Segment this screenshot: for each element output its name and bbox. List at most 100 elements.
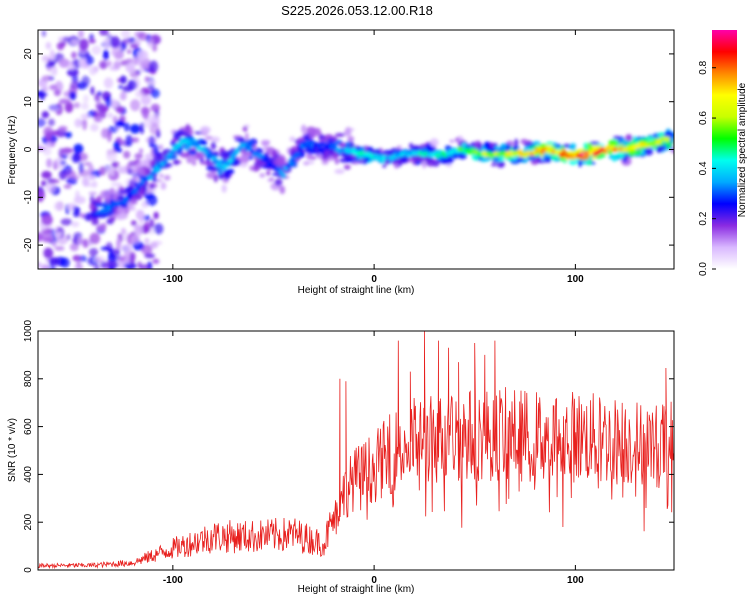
spectrogram-blob [63,36,70,42]
y-tick-label: -10 [23,190,34,205]
spectrogram-ridge-blob [280,173,287,179]
spectrogram-blobs [38,30,674,269]
spectrogram-blob [49,84,58,91]
spectrogram-ridge-blob [278,169,284,175]
spectrogram-blob [152,240,163,246]
spectrogram-blob [83,94,89,103]
spectrogram-blob [589,141,600,146]
spectrogram-blob [137,49,149,61]
spectrogram-blob [360,146,365,152]
spectrogram-blob [206,164,214,172]
spectrogram-blob [102,49,110,61]
spectrogram-blob [47,178,60,184]
spectrogram-blob [38,91,43,98]
spectrogram-blob [625,134,633,143]
spectrogram-blob [132,168,137,175]
spectrogram-blob [56,231,62,238]
spectrogram-blob [104,166,114,174]
spectrogram-blob [45,181,57,194]
spectrogram-blob [210,141,217,150]
spectrogram-blob [73,143,84,154]
spectrogram-blob [144,76,150,83]
spectrogram-blob [612,135,622,140]
spectrogram-blob [371,149,382,155]
spectrogram-blob [116,207,128,214]
spectrogram-blob [82,119,88,131]
spectrogram-ridge-blob [136,185,142,191]
colorbar-tick-label: 0.6 [698,111,709,125]
spectrogram-blob [289,136,296,142]
snr-series-line [38,331,674,570]
spectrogram-blob [117,166,129,174]
spectrogram-blob [45,131,52,142]
spectrogram-blob [123,122,130,132]
spectrogram-blob [41,111,50,119]
spectrogram-blob [45,41,52,50]
spectrogram-blob [93,117,103,123]
spectrogram-blob [317,153,323,160]
spectrogram-blob [78,38,89,51]
spectrogram-blob [121,227,126,235]
spectrogram-blob [408,142,414,149]
spectrogram-blob [334,168,345,174]
spectrogram-blob [152,44,158,52]
colorbar-gradient [712,30,737,269]
spectrogram-blob [514,138,519,148]
spectrogram-blob [500,143,507,151]
spectrogram-blob [153,223,164,235]
spectrogram-blob [149,218,155,229]
spectrogram-blob [71,74,79,84]
spectrogram-blob [394,163,399,169]
spectrogram-blob [89,65,97,76]
spectrogram-blob [111,49,116,56]
spectrogram-blob [109,99,120,109]
spectrogram-blob [56,42,65,51]
spectrogram-blob [132,175,139,183]
spectrogram-blob [147,37,154,48]
spectrogram-blob [512,145,518,151]
spectrogram-blob [134,181,139,187]
colorbar-tick-label: 0.4 [698,161,709,175]
spectrogram-blob [483,141,491,150]
spectrogram-blob [88,175,96,181]
spectrogram-blob [49,105,61,113]
spectrogram-blob [139,148,144,154]
spectrogram-blob [158,144,164,150]
spectrogram-blob [333,151,338,160]
spectrogram-blob [81,75,90,87]
spectrogram-blob [344,154,350,161]
spectrogram-blob [69,243,79,252]
spectrogram-blob [148,60,159,73]
spectrogram-blob [58,125,68,132]
spectrogram-blob [200,140,208,146]
spectrogram-ridge-blob [169,150,176,156]
spectrogram-blob [46,158,53,168]
colorbar-tick-label: 0.0 [698,262,709,276]
spectrogram-blob [199,125,211,134]
spectrogram-blob [105,96,112,108]
spectrogram-blob [115,106,124,114]
spectrogram-blob [38,118,46,128]
spectrogram-blob [109,187,115,195]
spectrogram-blob [129,252,135,265]
spectrogram-blob [70,39,80,45]
spectrogram-blob [289,148,295,155]
spectrogram-blob [121,244,133,252]
spectrogram-blob [143,192,155,199]
colorbar-label: Normalized spectral amplitude [737,82,748,217]
spectrogram-heatmap [38,30,674,269]
spectrogram-blob [79,212,86,218]
spectrogram-blob [136,194,143,200]
spectrogram-blob [93,263,100,269]
spectrogram-blob [644,147,654,156]
spectrogram-blob [173,159,180,165]
spectrogram-blob [53,89,61,97]
spectrogram-blob [359,158,364,163]
spectrogram-blob [274,157,285,164]
spectrogram-ridge-blob [290,158,296,164]
spectrogram-blob [568,145,575,151]
spectrogram-blob [551,155,556,160]
spectrogram-ridge-blob [148,174,154,180]
spectrogram-blob [90,86,95,96]
spectrogram-blob [107,112,114,119]
